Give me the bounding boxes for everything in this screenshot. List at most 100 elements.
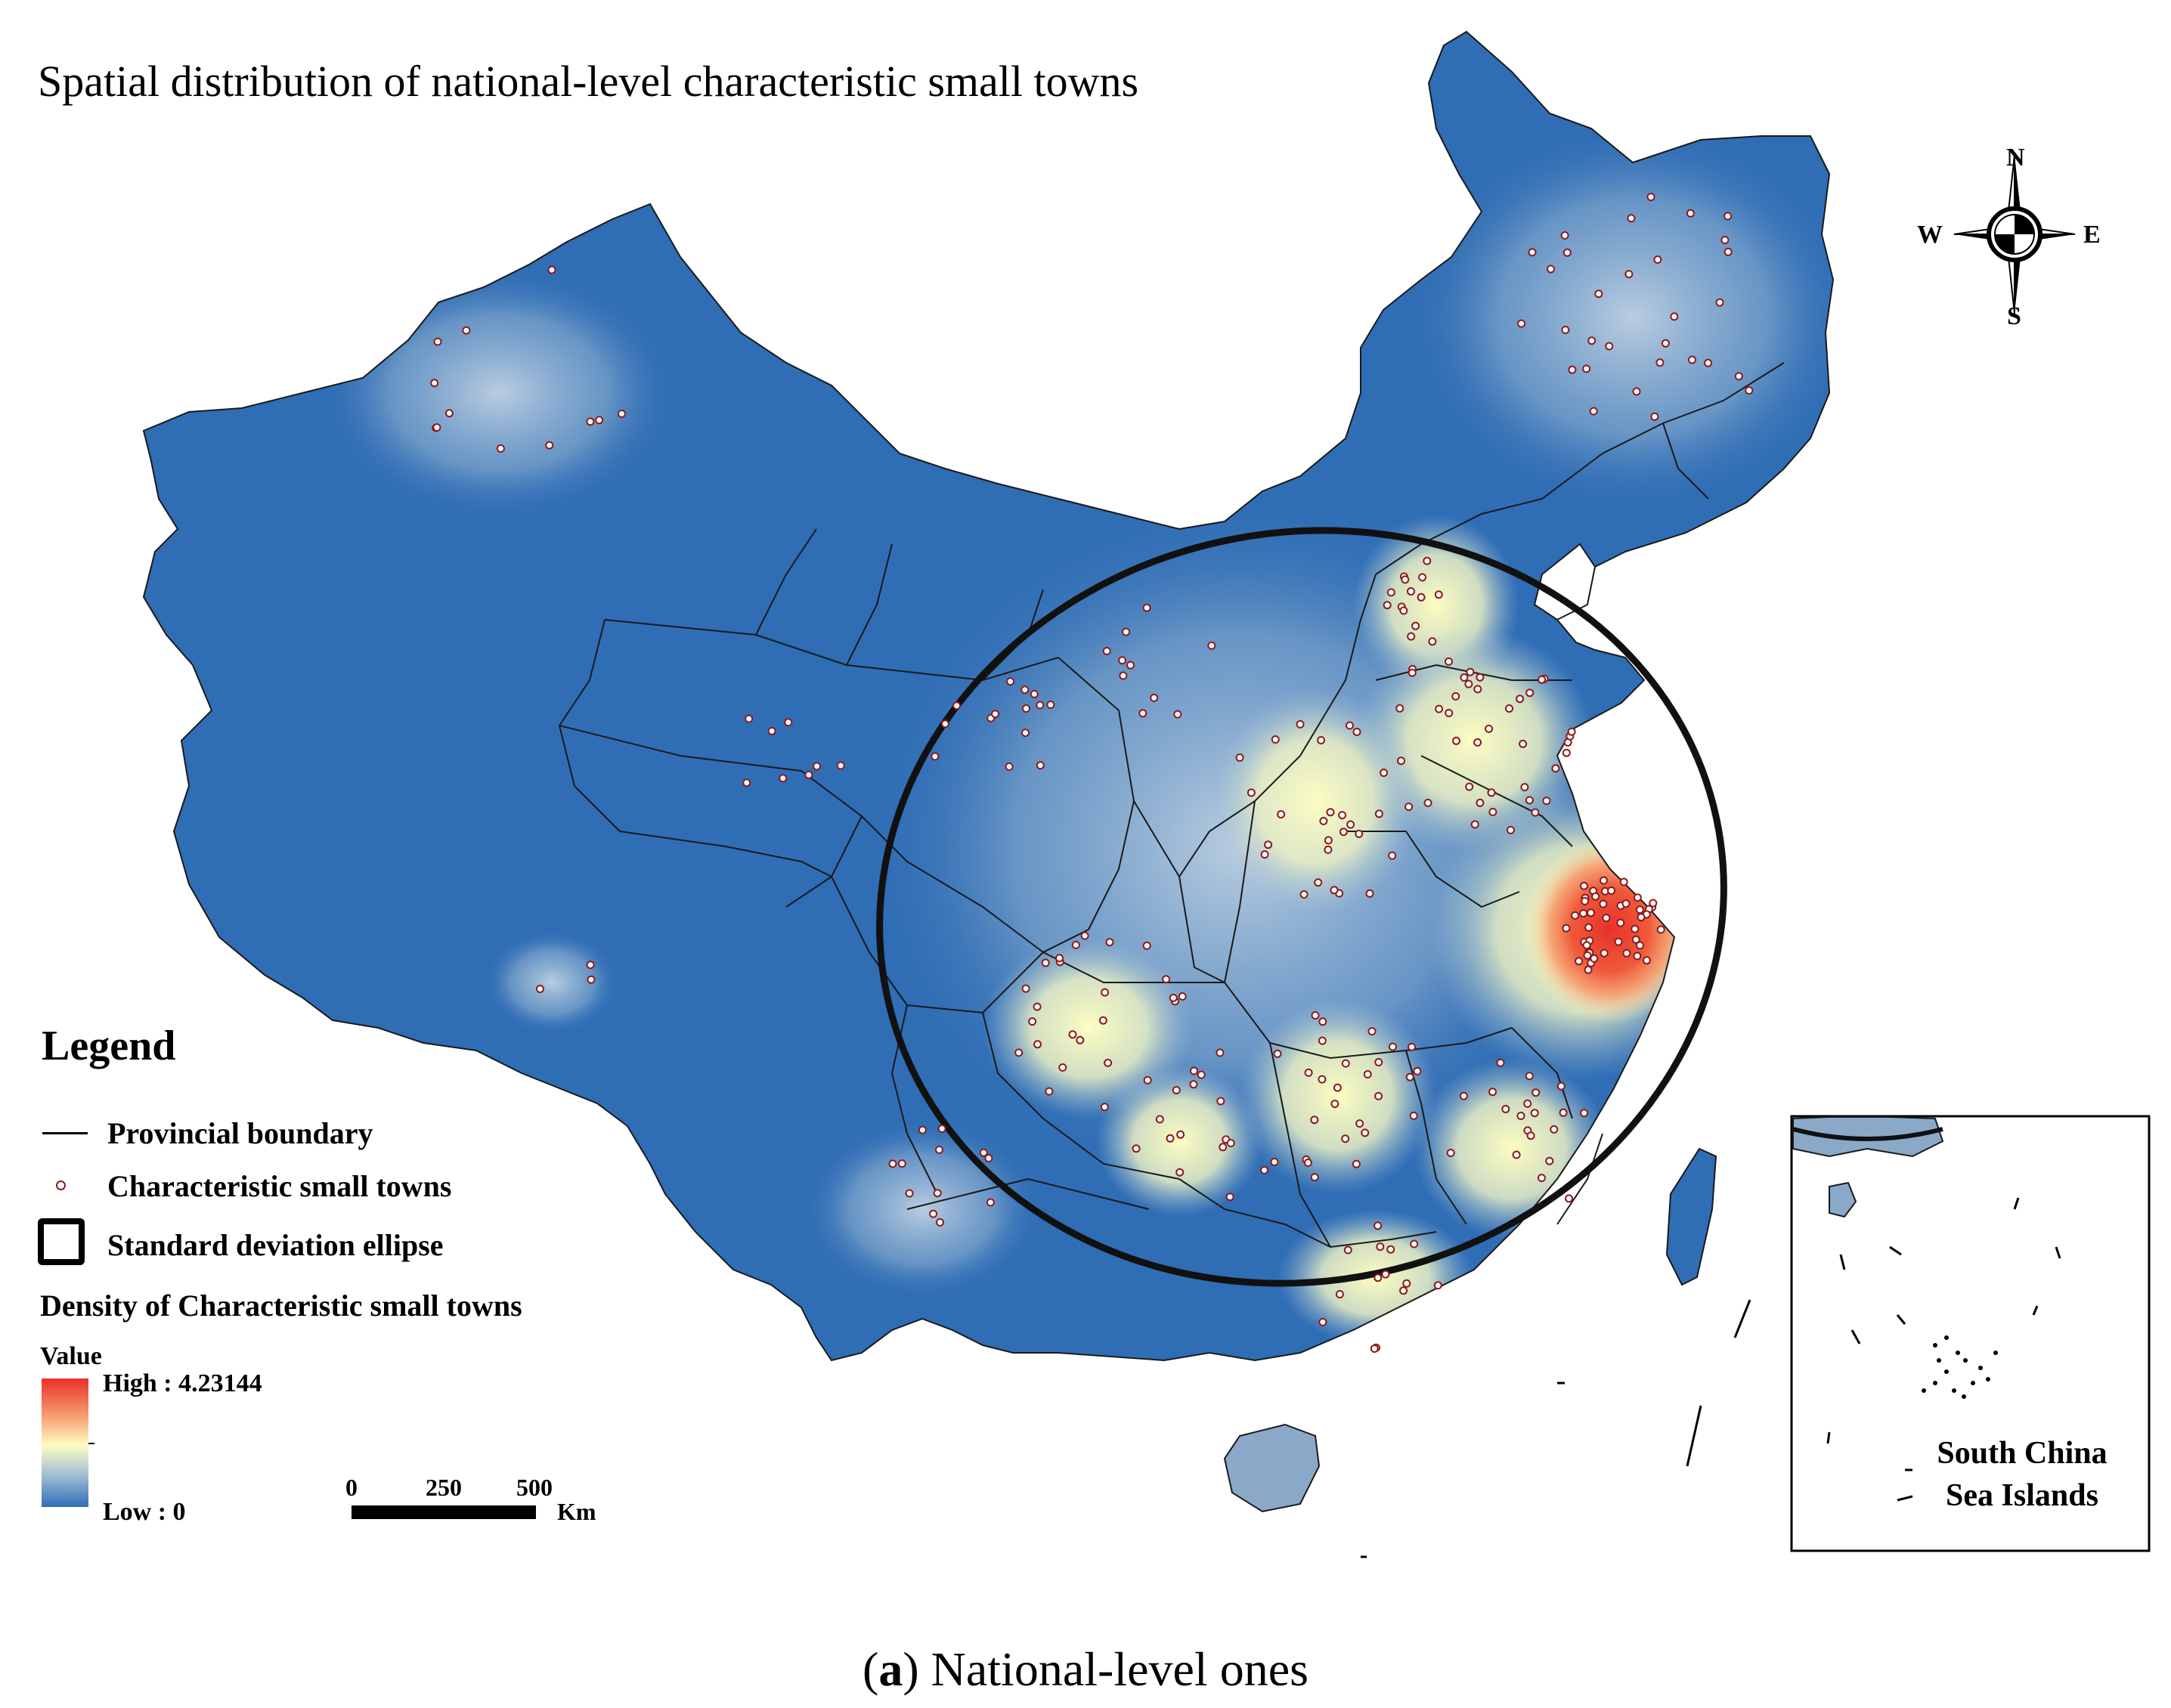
town-marker [1411,621,1420,630]
town-marker [1142,941,1151,950]
caption-suffix: ) National-level ones [903,1642,1308,1696]
town-marker [1341,1059,1350,1068]
town-marker [1361,1128,1370,1137]
town-marker [1355,1119,1364,1128]
town-marker [1036,701,1045,710]
town-marker [1365,889,1374,898]
town-marker [1602,914,1611,923]
town-marker [1594,289,1603,299]
town-marker [1314,878,1323,887]
town-marker [1408,1042,1417,1051]
scale-tick-500: 500 [516,1474,553,1501]
town-marker [1216,1097,1225,1106]
town-marker [1299,890,1308,899]
town-marker [1273,1049,1282,1058]
legend: Legend Provincial boundary Characteristi… [38,1022,612,1551]
town-marker [1591,892,1600,901]
town-marker [1720,236,1730,245]
town-marker [1631,935,1640,944]
map-title: Spatial distribution of national-level c… [38,57,1139,106]
town-marker [1452,736,1460,745]
town-marker [936,1218,944,1227]
town-marker [1621,899,1631,908]
town-marker [1318,1036,1327,1045]
town-marker [1655,358,1665,367]
town-marker [1380,769,1389,777]
town-marker [1175,1168,1185,1177]
town-marker [1587,336,1597,345]
town-marker [1352,1159,1361,1168]
town-marker [1169,993,1178,1002]
town-marker [1445,657,1453,666]
town-marker [1485,724,1494,733]
town-marker [1423,798,1432,807]
scale-unit: Km [557,1498,596,1525]
legend-towns-label: Characteristic small towns [107,1169,452,1203]
town-marker [1600,948,1609,958]
town-marker [1526,1131,1535,1140]
town-marker [1270,1158,1279,1166]
town-marker [1033,1040,1042,1049]
town-marker [1704,358,1713,367]
town-marker [779,774,788,783]
town-marker [1649,899,1658,908]
town-marker [1405,1072,1414,1081]
town-marker [929,1209,938,1218]
town-marker [1226,1139,1235,1147]
town-marker [1036,761,1045,770]
town-marker [986,1198,995,1207]
town-marker [1409,1111,1418,1120]
town-marker [1627,214,1636,223]
town-marker [1473,685,1482,694]
town-marker [1388,851,1397,860]
town-marker [1264,840,1273,849]
town-marker [1661,339,1670,348]
town-marker [1374,1221,1383,1230]
town-marker [1330,1100,1339,1109]
inset-label-line1: South China [1937,1436,2108,1471]
town-marker [1118,656,1127,665]
town-marker [1428,637,1437,646]
town-marker [1101,988,1110,997]
town-marker [1100,1103,1109,1112]
town-marker [547,265,556,274]
town-marker [586,961,595,970]
town-marker [1635,905,1644,914]
town-marker [1582,941,1591,950]
town-marker [767,726,776,735]
town-marker [1637,913,1646,922]
town-marker [1542,797,1551,806]
town-marker [1319,816,1328,825]
town-marker [1197,1070,1206,1079]
town-marker [1445,709,1454,717]
town-marker [1399,606,1408,615]
town-marker [1580,1109,1589,1118]
compass-south-label: S [2007,302,2021,330]
town-marker [1551,764,1560,773]
town-marker [1150,693,1159,702]
provincial-boundaries [558,362,1785,1249]
town-marker [1584,965,1593,974]
town-marker [1401,575,1410,584]
town-marker [1058,1063,1067,1072]
town-marker [1318,1017,1327,1026]
town-marker [1176,1130,1185,1139]
boundary-line-icon [38,1111,98,1156]
town-marker [1190,1066,1198,1075]
town-marker [937,1125,946,1133]
town-marker [836,761,845,770]
inset-label: South China Sea Islands [1909,1432,2135,1517]
value-label: Value [40,1342,102,1370]
town-marker [1271,735,1280,744]
town-marker [545,441,554,450]
town-marker [1352,727,1361,736]
town-marker [1464,679,1473,688]
town-marker [1550,1125,1559,1134]
town-marker [1561,326,1570,334]
town-marker [1670,312,1679,321]
town-marker [1616,918,1625,927]
town-marker [1386,1245,1395,1254]
town-marker [1166,1134,1175,1143]
town-marker [1614,937,1623,946]
